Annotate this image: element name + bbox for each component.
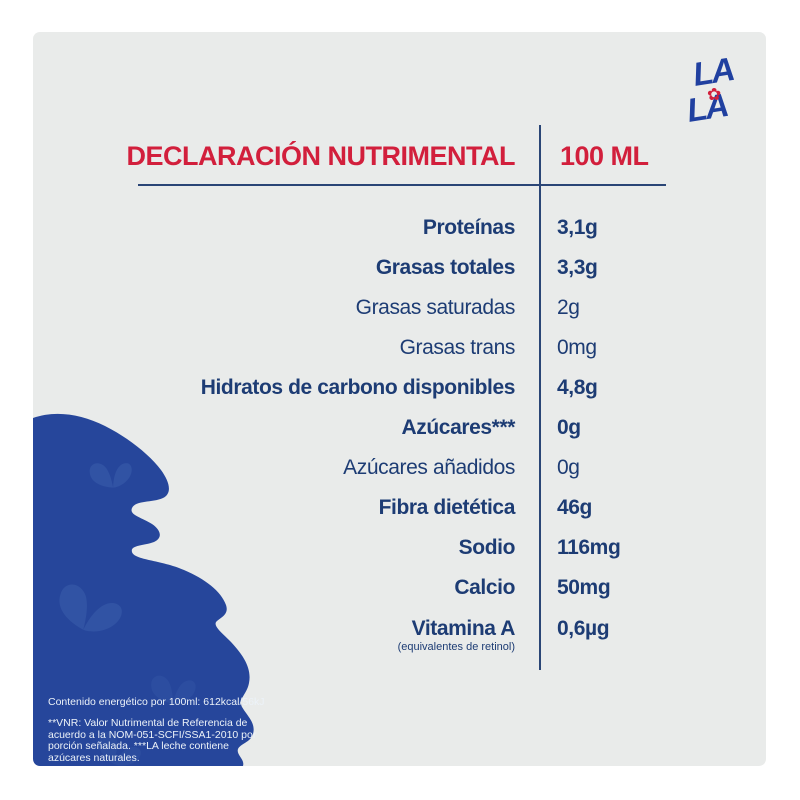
nutrient-label: Fibra dietética — [33, 496, 516, 520]
nutrient-name: Azúcares*** — [401, 416, 516, 439]
vnr-reference-note: **VNR: Valor Nutrimental de Referencia d… — [48, 717, 257, 764]
nutrient-name: Calcio — [454, 576, 515, 599]
logo-bottom-la: LA — [684, 86, 729, 129]
nutrient-table: Proteínas 3,1g Grasas totales 3,3g Grasas sa… — [33, 208, 766, 664]
nutrition-card: LA LA ✿ DECLARACIÓN NUTRIMENTAL 100 ML P… — [33, 32, 766, 766]
nutrient-name: Proteínas — [422, 216, 516, 239]
table-row: Hidratos de carbono disponibles 4,8g — [33, 368, 766, 408]
milk-splash-graphic — [33, 413, 254, 766]
nutrient-value: 2g — [557, 296, 580, 319]
nutrient-label: Grasas trans — [33, 336, 516, 360]
nutrient-value: 0,6µg — [557, 617, 610, 640]
table-row: Azúcares*** 0g — [33, 408, 766, 448]
nutrient-name: Grasas totales — [375, 256, 516, 279]
nutrient-label: Grasas saturadas — [33, 296, 516, 320]
table-row: Grasas totales 3,3g — [33, 248, 766, 288]
table-row: Grasas saturadas 2g — [33, 288, 766, 328]
nutrient-label: Calcio — [33, 576, 515, 600]
table-row: Proteínas 3,1g — [33, 208, 766, 248]
nutrient-value: 116mg — [557, 536, 621, 559]
nutrient-value: 0g — [557, 416, 581, 439]
table-row: Azúcares añadidos 0g — [33, 448, 766, 488]
nutrient-name: Hidratos de carbono disponibles — [200, 376, 516, 399]
nutrient-value: 3,1g — [557, 216, 598, 239]
nutrient-value: 50mg — [557, 576, 611, 599]
nutrient-name: Vitamina A — [411, 617, 516, 640]
nutrient-label: Hidratos de carbono disponibles — [33, 376, 516, 400]
nutrient-label: Proteínas — [33, 216, 516, 240]
table-row: Grasas trans 0mg — [33, 328, 766, 368]
nutrient-value: 0mg — [557, 336, 597, 359]
nutrient-label: Grasas totales — [33, 256, 516, 280]
butterfly-icon — [59, 463, 196, 766]
nutrient-label: Azúcares añadidos — [33, 456, 515, 480]
table-row: Calcio 50mg — [33, 568, 766, 608]
nutrient-name: Grasas saturadas — [355, 296, 516, 319]
nutrient-label: Sodio — [33, 536, 516, 560]
column-divider-rule — [539, 125, 541, 670]
nutrient-name: Fibra dietética — [378, 496, 516, 519]
nutrient-value: 3,3g — [557, 256, 598, 279]
page-title: DECLARACIÓN NUTRIMENTAL — [126, 141, 516, 171]
nutrient-value: 46g — [557, 496, 592, 519]
logo-flower-icon: ✿ — [707, 85, 721, 104]
table-row: Vitamina A (equivalentes de retinol) 0,6µg — [33, 608, 766, 664]
nutrient-name: Sodio — [458, 536, 516, 559]
lala-logo-icon: LA LA ✿ — [684, 54, 735, 129]
logo-top-la: LA — [690, 54, 735, 93]
nutrient-name: Azúcares añadidos — [343, 456, 515, 479]
nutrient-label: Azúcares*** — [33, 416, 516, 440]
nutrient-sublabel: (equivalentes de retinol) — [397, 641, 515, 653]
energy-content-note: Contenido energético por 100ml: 612kcal/… — [48, 696, 265, 708]
nutrient-value: 0g — [557, 456, 580, 479]
nutrient-label: Vitamina A (equivalentes de retinol) — [33, 617, 516, 654]
serving-column-header: 100 ML — [560, 141, 649, 171]
table-row: Sodio 116mg — [33, 528, 766, 568]
nutrient-name: Grasas trans — [399, 336, 516, 359]
nutrient-value: 4,8g — [557, 376, 598, 399]
header-horizontal-rule — [138, 184, 666, 186]
table-row: Fibra dietética 46g — [33, 488, 766, 528]
